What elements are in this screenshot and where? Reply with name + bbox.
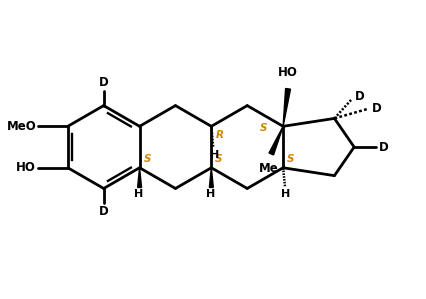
Polygon shape bbox=[282, 89, 290, 126]
Text: D: D bbox=[98, 76, 108, 89]
Text: H: H bbox=[134, 190, 143, 199]
Text: HO: HO bbox=[277, 66, 297, 79]
Text: D: D bbox=[378, 141, 388, 153]
Text: H: H bbox=[205, 190, 214, 199]
Text: H: H bbox=[209, 150, 219, 160]
Text: R: R bbox=[215, 130, 223, 140]
Polygon shape bbox=[137, 168, 141, 187]
Text: MeO: MeO bbox=[6, 120, 36, 133]
Text: D: D bbox=[98, 205, 108, 218]
Polygon shape bbox=[268, 126, 282, 155]
Text: HO: HO bbox=[16, 161, 36, 174]
Text: S: S bbox=[143, 154, 151, 164]
Text: D: D bbox=[371, 102, 381, 115]
Text: S: S bbox=[259, 123, 267, 133]
Text: D: D bbox=[354, 90, 364, 103]
Text: S: S bbox=[215, 154, 222, 164]
Text: H: H bbox=[281, 190, 290, 199]
Text: Me: Me bbox=[258, 162, 278, 175]
Polygon shape bbox=[209, 168, 213, 187]
Text: S: S bbox=[286, 154, 294, 164]
